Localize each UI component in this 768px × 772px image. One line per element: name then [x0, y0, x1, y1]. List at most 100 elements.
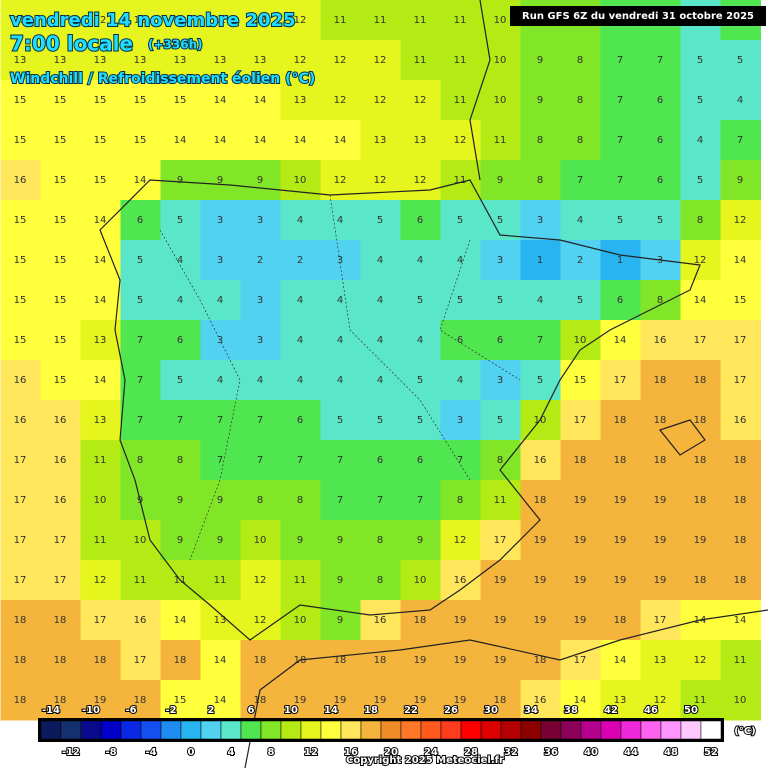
legend-swatch: [640, 720, 662, 740]
cell-value: 18: [94, 655, 107, 666]
cell: [480, 440, 521, 481]
cell-value: 15: [174, 95, 187, 106]
cell-value: 4: [177, 255, 183, 266]
cell-value: 5: [377, 415, 383, 426]
legend-swatch: [440, 720, 462, 740]
cell-value: 14: [254, 135, 267, 146]
cell: [80, 600, 121, 641]
cell: [400, 80, 441, 121]
cell-value: 7: [617, 175, 623, 186]
cell: [0, 240, 41, 281]
cell: [120, 320, 161, 361]
cell: [640, 160, 681, 201]
cell-value: 13: [174, 55, 187, 66]
cell: [560, 360, 601, 401]
cell-value: 5: [537, 375, 543, 386]
legend-tick-label: 22: [404, 705, 418, 716]
cell: [0, 680, 41, 721]
cell: [520, 480, 561, 521]
cell-value: 17: [54, 575, 67, 586]
cell: [560, 440, 601, 481]
cell-value: 14: [134, 175, 147, 186]
legend-tick-label: 26: [444, 705, 458, 716]
cell: [480, 560, 521, 601]
cell: [600, 320, 641, 361]
cell: [280, 560, 321, 601]
cell-value: 19: [454, 695, 467, 706]
legend-swatch: [360, 720, 382, 740]
cell: [440, 320, 481, 361]
legend-tick-label: 2: [208, 705, 215, 716]
cell: [120, 480, 161, 521]
cell: [280, 240, 321, 281]
cell-value: 10: [574, 335, 587, 346]
cell-value: 12: [454, 535, 467, 546]
cell-value: 10: [734, 695, 747, 706]
cell-value: 14: [94, 255, 107, 266]
cell-value: 15: [134, 95, 147, 106]
cell-value: 15: [14, 335, 27, 346]
cell: [280, 40, 321, 81]
cell-value: 5: [417, 415, 423, 426]
cell: [640, 80, 681, 121]
cell-value: 11: [734, 655, 747, 666]
legend-swatch: [340, 720, 362, 740]
cell: [280, 280, 321, 321]
cell: [160, 520, 201, 561]
cell-value: 4: [337, 375, 343, 386]
cell: [200, 400, 241, 441]
cell: [320, 600, 361, 641]
cell: [680, 680, 721, 721]
legend-tick-label: 36: [544, 747, 558, 758]
cell: [80, 560, 121, 601]
cell: [560, 160, 601, 201]
cell-value: 9: [217, 535, 223, 546]
legend-swatch: [520, 720, 542, 740]
cell: [360, 680, 401, 721]
legend-swatch: [40, 720, 62, 740]
cell: [320, 40, 361, 81]
cell: [560, 200, 601, 241]
cell-value: 12: [14, 15, 27, 26]
cell-value: 12: [694, 255, 707, 266]
cell: [680, 480, 721, 521]
cell: [80, 440, 121, 481]
cell: [40, 320, 81, 361]
cell-value: 9: [537, 95, 543, 106]
cell-value: 13: [94, 335, 107, 346]
cell: [600, 440, 641, 481]
cell-value: 9: [177, 175, 183, 186]
cell: [120, 560, 161, 601]
cell: [560, 280, 601, 321]
legend-swatch: [300, 720, 322, 740]
cell-value: 17: [734, 335, 747, 346]
cell-value: 18: [654, 375, 667, 386]
cell: [40, 160, 81, 201]
cell-value: 11: [694, 695, 707, 706]
cell: [720, 40, 761, 81]
cell-value: 5: [457, 295, 463, 306]
cell: [240, 360, 281, 401]
cell-value: 14: [614, 335, 627, 346]
cell: [600, 40, 641, 81]
cell-value: 5: [377, 215, 383, 226]
legend-tick-label: 30: [484, 705, 498, 716]
cell-value: 19: [494, 575, 507, 586]
cell-value: 15: [54, 135, 67, 146]
legend-tick-label: 6: [248, 705, 255, 716]
cell: [440, 520, 481, 561]
cell: [160, 680, 201, 721]
cell: [680, 520, 721, 561]
cell: [80, 520, 121, 561]
cell: [200, 520, 241, 561]
cell-value: 9: [337, 575, 343, 586]
cell-value: 19: [654, 535, 667, 546]
cell: [720, 680, 761, 721]
cell-value: 19: [454, 615, 467, 626]
cell: [640, 680, 681, 721]
cell-value: 12: [454, 135, 467, 146]
cell: [280, 400, 321, 441]
cell: [440, 80, 481, 121]
cell: [160, 0, 201, 41]
cell-value: 14: [694, 295, 707, 306]
